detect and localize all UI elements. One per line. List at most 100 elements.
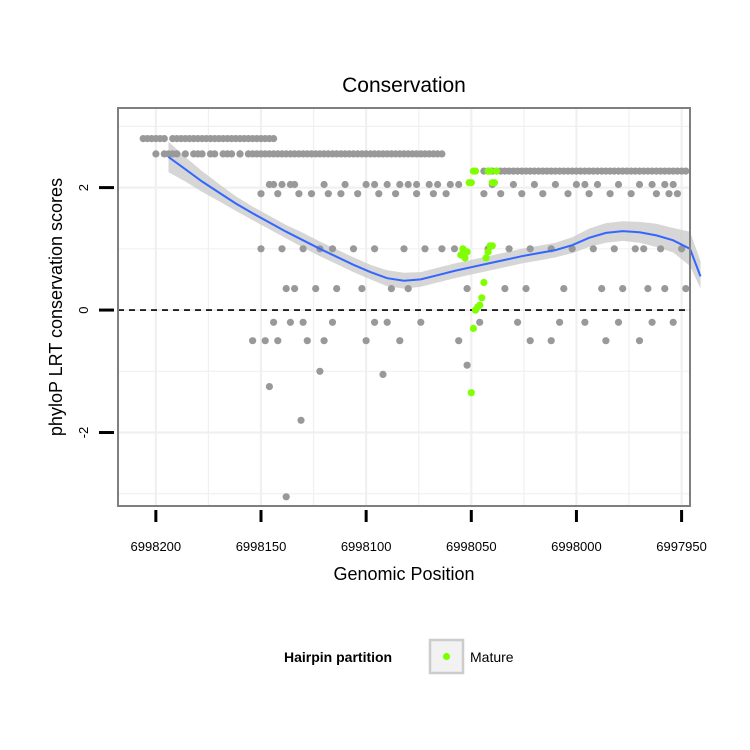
data-point-other — [572, 180, 581, 189]
data-point-other — [450, 245, 459, 253]
data-point-other — [673, 190, 682, 198]
y-tick-label: 2 — [76, 184, 91, 191]
data-point-mature — [469, 324, 477, 332]
data-point-other — [669, 180, 677, 189]
legend-title: Hairpin partition — [284, 649, 392, 665]
data-point-other — [337, 190, 345, 198]
data-point-other — [257, 245, 265, 253]
data-point-other — [320, 337, 328, 345]
data-point-other — [509, 180, 517, 189]
data-point-other — [278, 245, 286, 253]
data-point-other — [249, 337, 257, 345]
data-point-other — [324, 190, 332, 198]
data-point-other — [501, 285, 509, 293]
data-point-other — [295, 190, 303, 198]
data-point-other — [400, 245, 408, 253]
data-point-other — [341, 180, 349, 189]
legend-key-mature-point — [442, 652, 451, 661]
data-point-other — [278, 180, 286, 189]
data-point-other — [610, 245, 618, 253]
data-point-mature — [484, 248, 492, 256]
data-point-other — [480, 190, 488, 198]
x-axis: 6998200 6998150 6998100 6998050 6998000 69979… — [131, 510, 707, 554]
panel-border — [117, 107, 691, 507]
data-point-other — [265, 383, 273, 391]
data-point-other — [682, 167, 690, 175]
data-point-other — [442, 190, 450, 198]
data-point-other — [396, 337, 404, 345]
data-point-other — [417, 318, 425, 326]
data-point-other — [640, 245, 648, 253]
data-point-other — [682, 285, 690, 293]
data-point-other — [274, 190, 282, 198]
data-point-other — [371, 180, 379, 189]
legend-label-mature: Mature — [470, 649, 514, 665]
data-point-mature — [459, 245, 467, 253]
y-tick-label: -2 — [76, 427, 91, 439]
data-point-other — [648, 318, 656, 326]
data-point-other — [307, 190, 316, 198]
data-point-other — [362, 337, 370, 345]
data-point-other — [383, 318, 391, 326]
data-point-other — [530, 180, 539, 189]
data-point-other — [299, 245, 307, 253]
data-point-other — [551, 180, 560, 189]
data-point-other — [282, 493, 290, 501]
data-point-other — [598, 285, 606, 293]
data-point-other — [657, 245, 665, 253]
data-point-other — [219, 150, 227, 158]
data-point-other — [614, 180, 623, 189]
data-point-other — [413, 180, 421, 189]
data-point-other — [446, 180, 454, 189]
data-point-other — [547, 337, 555, 345]
data-point-other — [455, 337, 463, 345]
data-point-other — [425, 180, 433, 189]
data-point-other — [581, 318, 589, 326]
panel-background — [118, 108, 690, 506]
data-point-other — [333, 285, 341, 293]
data-point-other — [404, 180, 412, 189]
data-point-mature — [467, 389, 475, 397]
data-point-other — [236, 150, 244, 158]
data-point-mature — [482, 254, 490, 262]
data-point-other — [661, 285, 669, 293]
data-point-other — [383, 180, 391, 189]
y-axis-title: phyloP LRT conservation scores — [46, 178, 66, 436]
data-point-other — [396, 180, 404, 189]
data-point-other — [593, 180, 602, 189]
data-point-other — [387, 285, 395, 293]
data-point-other — [627, 190, 635, 198]
data-point-mature — [488, 242, 496, 250]
data-point-mature — [480, 278, 488, 287]
data-point-other — [270, 180, 278, 189]
confidence-band — [168, 141, 701, 289]
x-tick-label: 6998000 — [551, 539, 602, 554]
data-point-other — [371, 245, 379, 253]
data-point-other — [429, 190, 437, 198]
data-point-other — [354, 190, 362, 198]
data-point-mature — [478, 294, 486, 302]
data-point-other — [661, 180, 669, 189]
data-point-other — [606, 190, 614, 198]
data-point-other — [518, 190, 526, 198]
y-tick-label: 0 — [76, 306, 91, 313]
data-point-other — [379, 370, 387, 378]
data-point-other — [585, 190, 593, 198]
data-point-other — [362, 180, 370, 189]
data-point-other — [152, 150, 160, 158]
data-point-other — [270, 135, 278, 143]
data-point-other — [526, 337, 534, 345]
data-point-other — [198, 150, 206, 158]
data-point-other — [522, 285, 530, 293]
x-tick-label: 6997950 — [656, 539, 707, 554]
chart-title: Conservation — [342, 74, 466, 97]
data-point-other — [270, 318, 278, 326]
data-point-mature — [465, 179, 473, 187]
x-tick-label: 6998200 — [131, 539, 182, 554]
legend: Hairpin partition Mature — [284, 638, 514, 675]
data-point-other — [564, 190, 572, 198]
data-point-other — [257, 190, 265, 198]
data-point-other — [648, 180, 656, 189]
data-point-other — [190, 150, 198, 158]
